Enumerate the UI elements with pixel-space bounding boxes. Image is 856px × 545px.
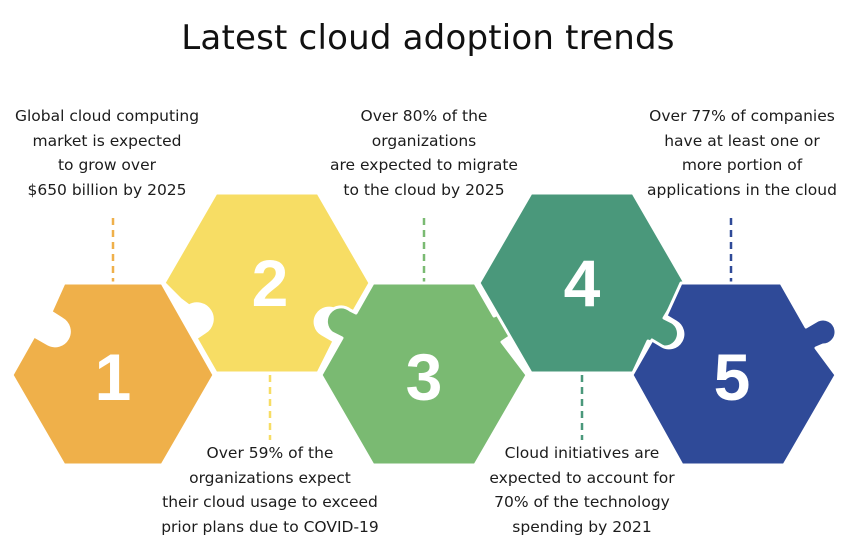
caption-line: to the cloud by 2025 [343, 180, 505, 199]
caption-line: Over 59% of the [206, 444, 334, 462]
caption-step-2: Over 59% of the organizations expect the… [140, 441, 400, 539]
step-number-1: 1 [95, 340, 132, 414]
caption-step-3: Over 80% of the organizations are expect… [304, 104, 544, 202]
caption-line: Over 77% of companies [649, 107, 835, 125]
step-number-5: 5 [714, 340, 751, 414]
caption-step-1: Global cloud computing market is expecte… [0, 104, 214, 202]
caption-line: organizations [371, 131, 477, 150]
caption-line: applications in the cloud [647, 180, 837, 199]
step-number-2: 2 [252, 246, 289, 320]
puzzle-piece-1: 1 [10, 281, 216, 467]
caption-step-4: Cloud initiatives are expected to accoun… [460, 441, 704, 539]
caption-line: spending by 2021 [512, 517, 652, 536]
step-number-3: 3 [406, 340, 443, 414]
caption-line: more portion of [681, 156, 803, 174]
caption-line: have at least one or [664, 131, 820, 150]
caption-line: Cloud initiatives are [504, 444, 660, 462]
caption-line: expected to account for [489, 468, 675, 487]
caption-line: 70% of the technology [494, 493, 670, 511]
caption-line: $650 billion by 2025 [27, 180, 187, 199]
caption-line: prior plans due to COVID-19 [161, 517, 379, 536]
caption-line: to grow over [57, 156, 156, 174]
caption-line: Global cloud computing [14, 107, 200, 125]
puzzle-piece-2: 2 [162, 191, 372, 375]
step-number-4: 4 [564, 246, 601, 320]
caption-line: organizations expect [189, 468, 351, 487]
caption-line: their cloud usage to exceed [162, 493, 378, 511]
caption-line: are expected to migrate [330, 156, 518, 174]
caption-step-5: Over 77% of companies have at least one … [632, 104, 852, 202]
puzzle-piece-5: 5 [630, 281, 838, 467]
caption-line: Over 80% of the [360, 107, 488, 125]
caption-line: market is expected [32, 131, 182, 150]
page-title: Latest cloud adoption trends [181, 18, 675, 58]
puzzle-piece-3: 3 [319, 281, 529, 467]
